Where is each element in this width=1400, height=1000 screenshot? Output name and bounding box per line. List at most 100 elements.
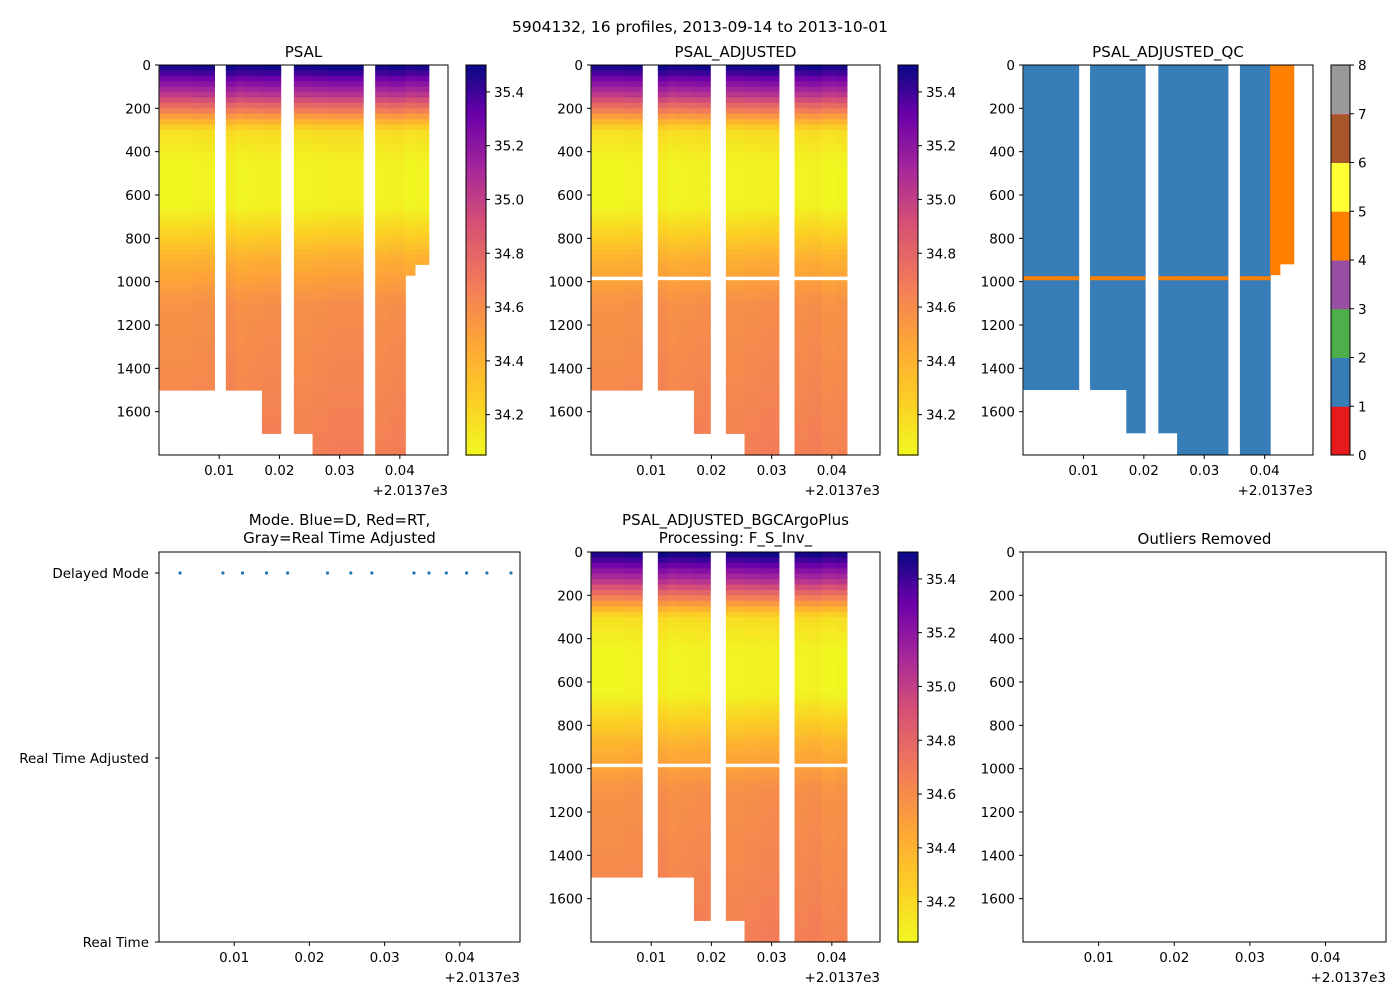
- psal-cell: [329, 92, 364, 99]
- bgcargoplus-cell: [625, 633, 643, 640]
- psal-adjusted-cell: [794, 400, 810, 407]
- psal-adjusted-cell: [693, 238, 711, 245]
- psal-cell: [236, 140, 246, 147]
- psal-cell: [236, 362, 246, 369]
- psal-colorbar-segment: [466, 347, 486, 354]
- psal-adjusted-qc-cell: [1057, 65, 1080, 390]
- psal-cell: [388, 406, 406, 413]
- psal-adjusted-qc-colorbar-tick-label: 1: [1358, 399, 1367, 415]
- psal-adjusted-cell: [761, 438, 780, 445]
- psal-cell: [375, 330, 390, 337]
- psal-adjusted-cell: [744, 200, 762, 207]
- psal-cell: [375, 265, 390, 272]
- psal-adjusted-cell: [591, 75, 626, 82]
- bgcargoplus-cell: [625, 828, 643, 835]
- bgcargoplus-cell: [668, 833, 678, 840]
- psal-adjusted-cell: [693, 395, 711, 402]
- psal-xtick-label: 0.04: [385, 463, 415, 479]
- psal-adjusted-cell: [625, 303, 643, 310]
- psal-cell: [414, 205, 430, 212]
- bgcargoplus-colorbar-tick-label: 34.4: [926, 841, 956, 857]
- psal-cell: [193, 124, 215, 131]
- bgcargoplus-cell: [808, 849, 823, 856]
- bgcargoplus-cell: [837, 606, 848, 613]
- bgcargoplus-cell: [725, 887, 746, 894]
- psal-adjusted-cell: [677, 86, 695, 93]
- psal-cell: [405, 130, 416, 137]
- bgcargoplus-cell: [591, 741, 626, 748]
- bgcargoplus-cell: [677, 622, 695, 629]
- bgcargoplus-cell: [625, 682, 643, 689]
- psal-adjusted-cell: [822, 92, 838, 99]
- psal-adjusted-cell: [591, 232, 626, 239]
- bgcargoplus-cell: [625, 790, 643, 797]
- bgcargoplus-cell: [808, 633, 823, 640]
- psal-cell: [293, 411, 314, 418]
- psal-adjusted-cell: [808, 140, 823, 147]
- psal-adjusted-colorbar-segment: [898, 294, 918, 300]
- bgcargoplus-cell: [668, 709, 678, 716]
- psal-adjusted-colorbar-segment: [898, 342, 918, 349]
- psal-cell: [329, 346, 364, 353]
- psal-adjusted-cell: [677, 352, 695, 359]
- psal-cell: [329, 70, 364, 77]
- psal-adjusted-cell: [822, 422, 838, 429]
- psal-adjusted-cell: [822, 97, 838, 104]
- bgcargoplus-cell: [744, 638, 762, 645]
- bgcargoplus-cell: [794, 877, 810, 884]
- psal-adjusted-cell: [591, 314, 626, 321]
- psal-cell: [375, 124, 390, 131]
- psal-adjusted-cell: [761, 314, 780, 321]
- psal-cell: [375, 167, 390, 174]
- psal-adjusted-cell: [677, 254, 695, 261]
- bgcargoplus-cell: [693, 552, 711, 559]
- bgcargoplus-cell: [657, 849, 669, 856]
- psal-adjusted-cell: [837, 254, 848, 261]
- psal-adjusted-cell: [822, 130, 838, 137]
- psal-adjusted-cell: [657, 97, 669, 104]
- bgcargoplus-cell: [668, 687, 678, 694]
- bgcargoplus-colorbar-segment: [898, 595, 918, 602]
- psal-adjusted-cell: [837, 146, 848, 153]
- bgcargoplus-cell: [693, 589, 711, 596]
- bgcargoplus-cell: [822, 649, 838, 656]
- psal-frame: [158, 64, 449, 456]
- psal-adjusted-ytick-label: 600: [557, 188, 583, 204]
- psal-cell: [236, 157, 246, 164]
- psal-colorbar-segment: [466, 342, 486, 349]
- psal-adjusted-qc-cell: [1253, 65, 1271, 455]
- psal-cell: [293, 406, 314, 413]
- bgcargoplus-cell: [693, 887, 711, 894]
- psal-cell: [388, 205, 406, 212]
- bgcargoplus-cell: [693, 719, 711, 726]
- psal-cell: [193, 151, 215, 158]
- psal-xtick-label: 0.01: [204, 463, 234, 479]
- bgcargoplus-cell: [761, 589, 780, 596]
- psal-adjusted-cell: [794, 130, 810, 137]
- psal-adjusted-cell: [677, 205, 695, 212]
- psal-cell: [312, 325, 330, 332]
- psal-adjusted-cell: [725, 427, 746, 434]
- bgcargoplus-cell: [744, 812, 762, 819]
- psal-colorbar-segment: [466, 172, 486, 178]
- bgcargoplus-cell: [822, 774, 838, 781]
- psal-adjusted-cell: [693, 222, 711, 229]
- psal-cell: [236, 260, 246, 267]
- bgcargoplus-cell: [761, 698, 780, 705]
- psal-cell: [312, 157, 330, 164]
- psal-cell: [329, 211, 364, 218]
- bgcargoplus-cell: [822, 817, 838, 824]
- psal-adjusted-cell: [625, 330, 643, 337]
- psal-adjusted-cell: [822, 303, 838, 310]
- psal-adjusted-cell: [794, 297, 810, 304]
- bgcargoplus-cell: [744, 654, 762, 661]
- bgcargoplus-colorbar-segment: [898, 810, 918, 817]
- psal-adjusted-cell: [837, 249, 848, 256]
- bgcargoplus-cell: [822, 752, 838, 759]
- bgcargoplus-cell: [794, 638, 810, 645]
- bgcargoplus-cell: [794, 579, 810, 586]
- psal-adjusted-cell: [744, 216, 762, 223]
- psal-cell: [159, 281, 194, 288]
- psal-cell: [225, 157, 237, 164]
- bgcargoplus-cell: [794, 730, 810, 737]
